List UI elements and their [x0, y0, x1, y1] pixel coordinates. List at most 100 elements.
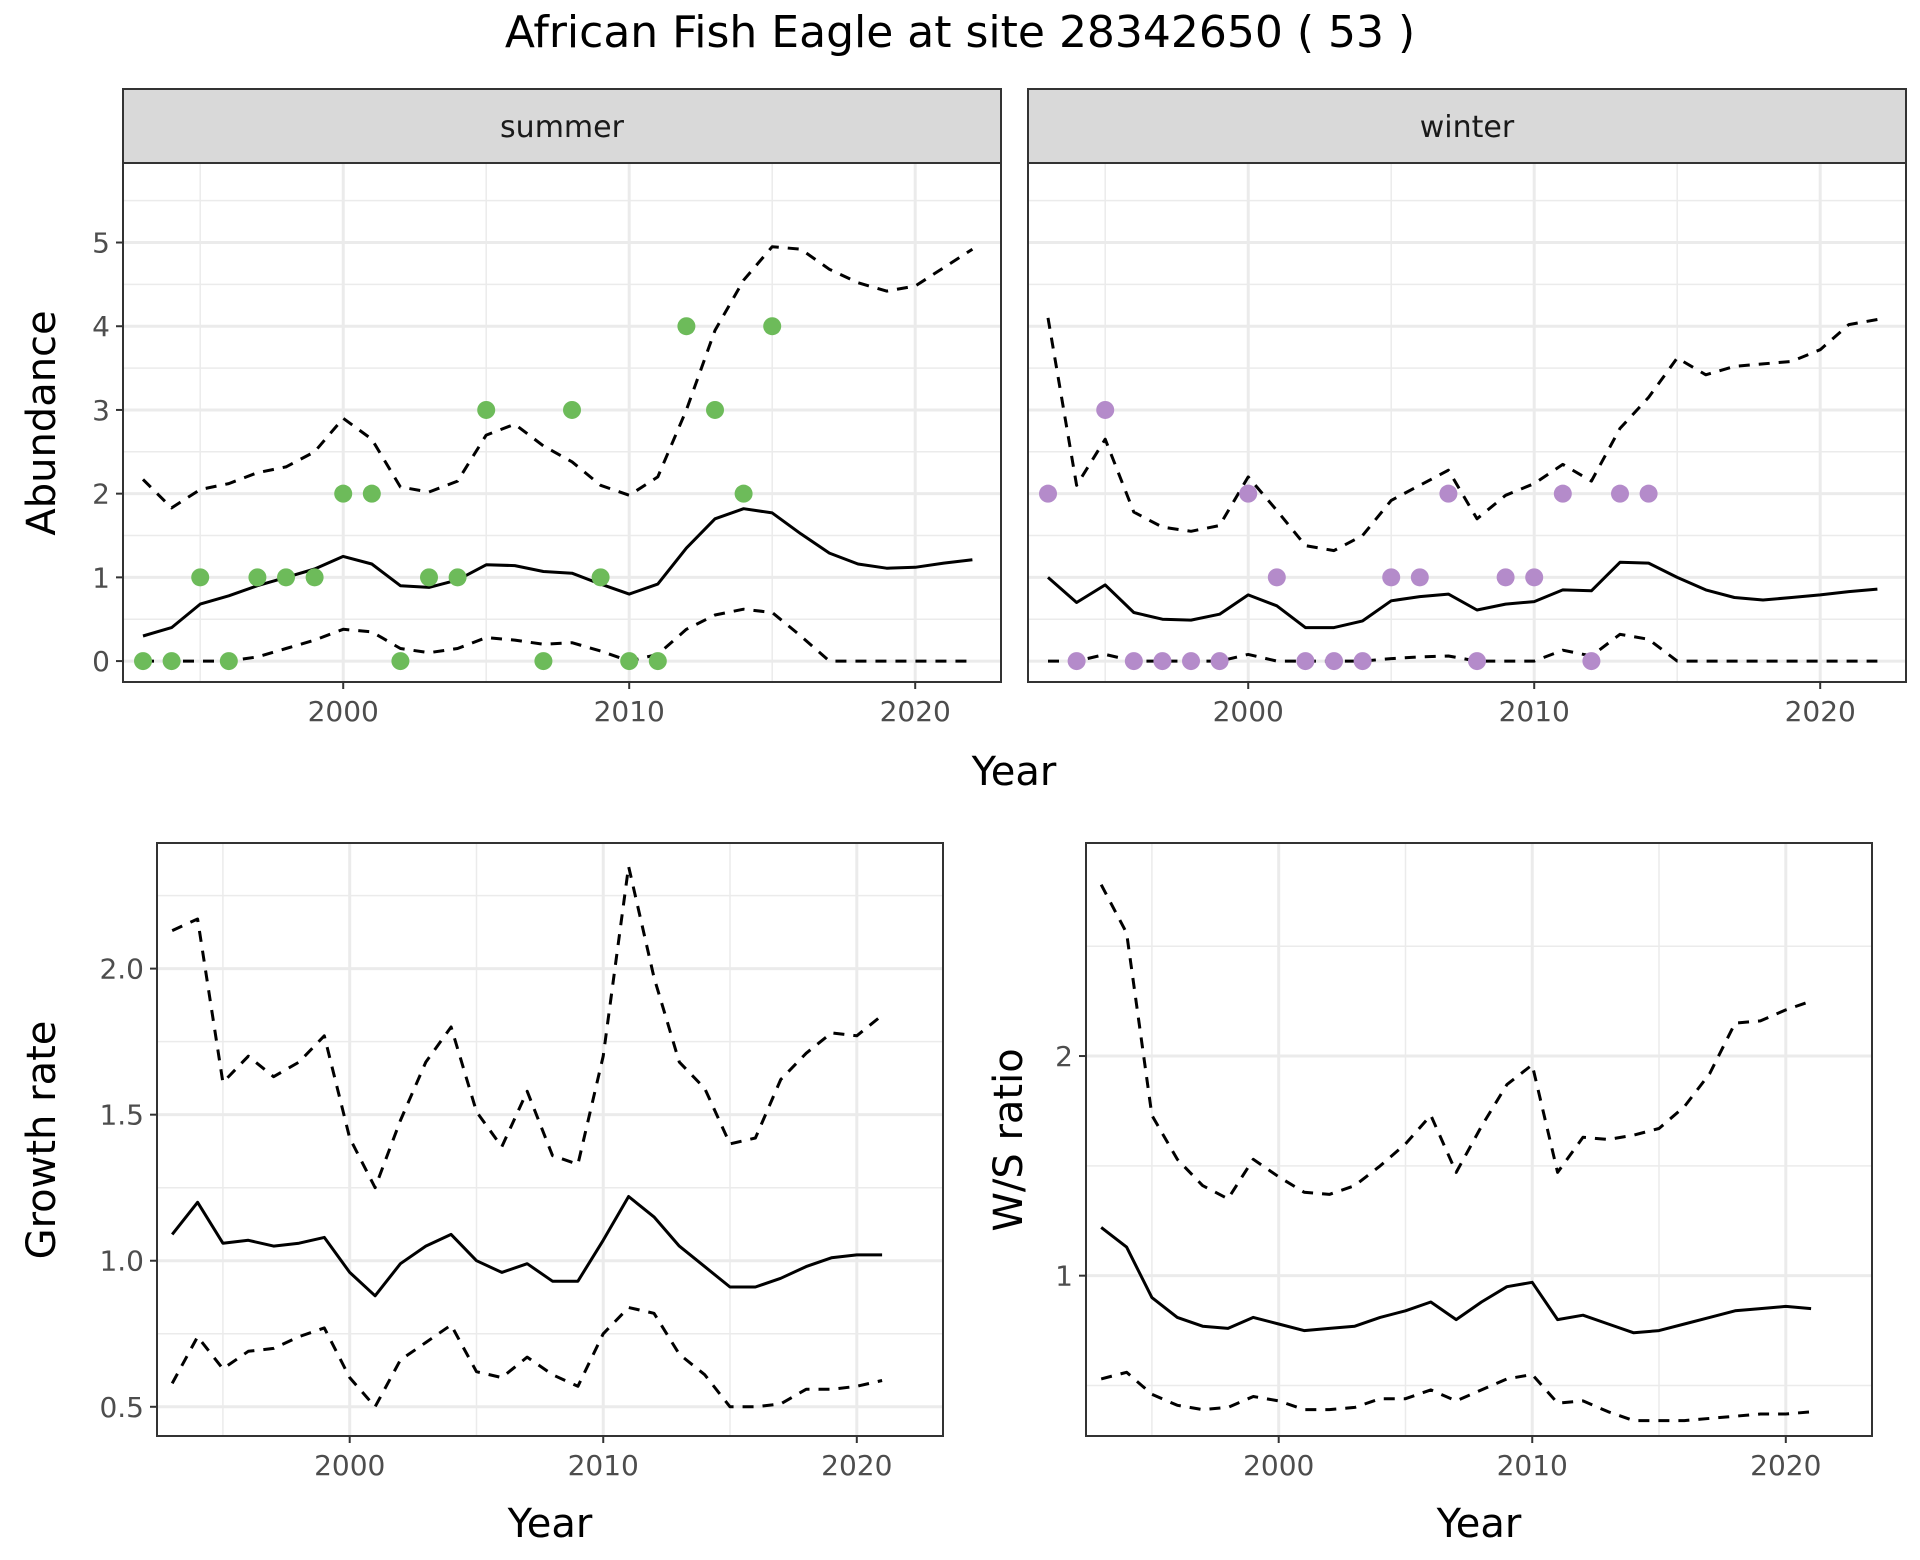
observation-point: [134, 652, 153, 671]
abundance-x-axis-title: Year: [971, 749, 1057, 795]
y-tick-label: 3: [92, 394, 110, 427]
facet-panel-summer: summer 2000 2010 2020 0 1 2 3 4 5: [92, 88, 1002, 728]
abundance-y-axis-title: Abundance: [19, 310, 65, 535]
observation-point: [1124, 652, 1143, 671]
y-tick-label: 0.5: [99, 1391, 144, 1424]
observation-point: [248, 568, 267, 587]
y-tick-label: 5: [92, 227, 110, 260]
confidence-bound-line: [143, 607, 973, 663]
x-tick-label: 2000: [1243, 1449, 1314, 1482]
observation-point: [305, 568, 324, 587]
observation-point: [1353, 652, 1372, 671]
facet-panel-winter: winter 2000 2010 2020: [1027, 88, 1907, 728]
panel-border: [1085, 842, 1873, 1437]
y-tick-label: 2: [92, 478, 110, 511]
observation-point: [1210, 652, 1229, 671]
panel-background: [1028, 163, 1906, 682]
x-tick-label: 2010: [568, 1449, 639, 1482]
panel-background: [1086, 843, 1872, 1436]
y-tick-label: 1: [1055, 1260, 1073, 1293]
confidence-bound-line: [171, 864, 884, 1190]
y-tick-label: 1.0: [99, 1245, 144, 1278]
x-tick-label: 2020: [821, 1449, 892, 1482]
observation-point: [534, 652, 553, 671]
observation-point: [420, 568, 439, 587]
confidence-bound-line: [1100, 1370, 1812, 1423]
observation-point: [1582, 652, 1601, 671]
observation-point: [1382, 568, 1401, 587]
y-tick-label: 4: [92, 310, 110, 343]
observation-point: [1439, 484, 1458, 503]
x-tick-label: 2000: [1213, 695, 1284, 728]
observation-point: [1296, 652, 1315, 671]
observation-point: [734, 484, 753, 503]
x-tick-label: 2010: [1499, 695, 1570, 728]
observation-point: [477, 400, 496, 419]
facet-strip-label: summer: [500, 110, 625, 145]
panel-border: [156, 842, 944, 1437]
y-tick-label: 2.0: [99, 953, 144, 986]
observation-point: [677, 317, 696, 336]
trend-line: [171, 1195, 883, 1298]
observation-point: [1325, 652, 1344, 671]
observation-point: [1496, 568, 1515, 587]
observation-point: [591, 568, 610, 587]
panel-background: [123, 163, 1001, 682]
observation-point: [620, 652, 639, 671]
observation-point: [763, 317, 782, 336]
growth-x-axis-title: Year: [507, 1501, 593, 1547]
growth-y-axis-title: Growth rate: [19, 1021, 65, 1260]
observation-point: [362, 484, 381, 503]
confidence-bound-line: [141, 245, 974, 510]
ws-ratio-x-axis-title: Year: [1436, 1501, 1522, 1547]
observation-point: [1239, 484, 1258, 503]
observation-point: [334, 484, 353, 503]
confidence-bound-line: [1046, 317, 1878, 553]
ws-ratio-panel: 2000 2010 2020 1 2 Year W/S ratio: [986, 842, 1873, 1547]
x-tick-label: 2000: [308, 695, 379, 728]
observation-point: [648, 652, 667, 671]
trend-line: [1047, 560, 1878, 630]
observation-point: [1096, 400, 1115, 419]
facet-strip-label: winter: [1420, 110, 1515, 145]
observation-point: [1468, 652, 1487, 671]
growth-rate-panel: 2000 2010 2020 0.5 1.0 1.5 2.0 Year Growth rate: [19, 842, 944, 1547]
observation-point: [448, 568, 467, 587]
figure-title: African Fish Eagle at site 28342650 ( 53…: [505, 7, 1415, 58]
observation-point: [563, 400, 582, 419]
x-tick-label: 2010: [1497, 1449, 1568, 1482]
observation-point: [277, 568, 296, 587]
observation-point: [1067, 652, 1086, 671]
observation-point: [1553, 484, 1572, 503]
trend-line: [1100, 1226, 1812, 1335]
y-tick-label: 1: [92, 561, 110, 594]
observation-point: [1267, 568, 1286, 587]
confidence-bound-line: [170, 1306, 883, 1409]
facet-strip: [122, 88, 1002, 164]
observation-point: [1039, 484, 1058, 503]
observation-point: [1182, 652, 1201, 671]
y-tick-label: 0: [92, 645, 110, 678]
observation-point: [219, 652, 238, 671]
y-tick-label: 1.5: [99, 1099, 144, 1132]
observation-point: [162, 652, 181, 671]
x-tick-label: 2020: [1785, 695, 1856, 728]
observation-point: [391, 652, 410, 671]
x-tick-label: 2010: [594, 695, 665, 728]
y-tick-label: 2: [1055, 1040, 1073, 1073]
x-tick-label: 2000: [314, 1449, 385, 1482]
facet-strip: [1027, 88, 1907, 164]
x-tick-label: 2020: [880, 695, 951, 728]
observation-point: [1525, 568, 1544, 587]
observation-point: [191, 568, 210, 587]
observation-point: [1611, 484, 1630, 503]
ws-ratio-y-axis-title: W/S ratio: [986, 1048, 1032, 1231]
x-tick-label: 2020: [1750, 1449, 1821, 1482]
confidence-bound-line: [1099, 884, 1812, 1201]
observation-point: [706, 400, 725, 419]
observation-point: [1153, 652, 1172, 671]
panel-background: [157, 843, 943, 1436]
observation-point: [1410, 568, 1429, 587]
